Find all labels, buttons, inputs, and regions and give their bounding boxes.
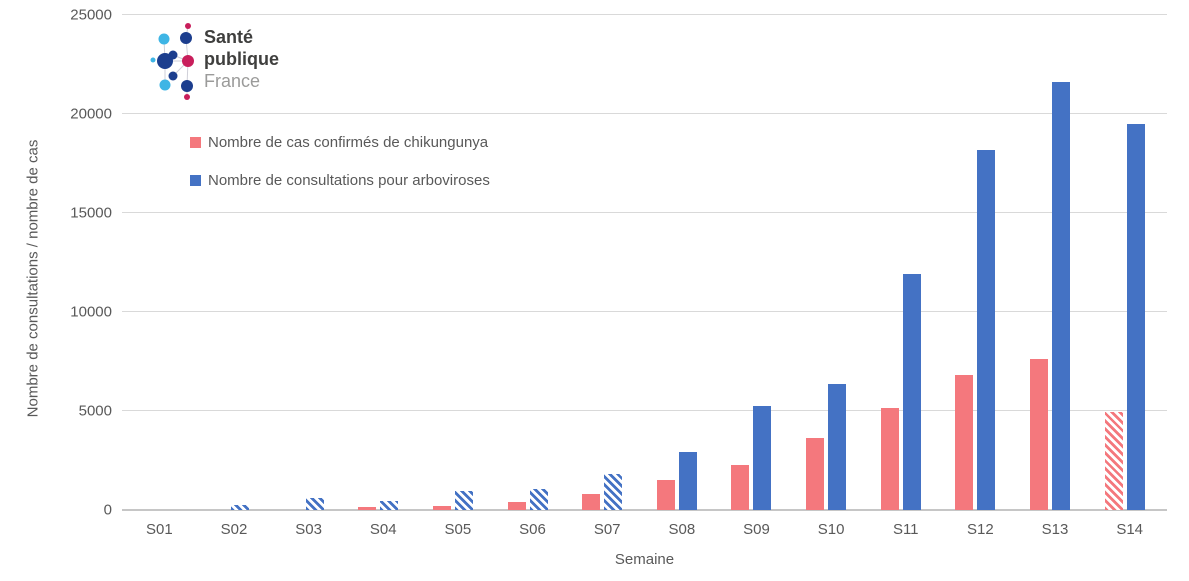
x-tick-label-S14: S14: [1116, 521, 1144, 538]
x-tick-label-S08: S08: [668, 521, 696, 538]
x-tick-label-S03: S03: [295, 521, 322, 538]
bar-blue-S14: [1126, 123, 1145, 510]
x-axis-line: [122, 509, 1167, 511]
x-tick-label-S05: S05: [444, 521, 472, 538]
bar-blue-S12: [977, 149, 996, 510]
bar-blue-S02-hatched: [230, 505, 249, 510]
y-tick-label: 25000: [70, 6, 112, 24]
legend-item-cas-confirmes: Nombre de cas confirmés de chikungunya: [190, 134, 490, 151]
legend-label: Nombre de cas confirmés de chikungunya: [208, 134, 489, 151]
gridline: [122, 14, 1167, 15]
legend-label: Nombre de consultations pour arboviroses: [208, 172, 490, 189]
logo-line1: Santé: [204, 27, 254, 47]
bar-pink-S14-hatched: [1104, 412, 1123, 510]
bar-blue-S10: [828, 384, 847, 510]
x-axis-title: Semaine: [614, 551, 675, 568]
plot-area: [122, 14, 1167, 511]
legend-item-consultations: Nombre de consultations pour arboviroses: [190, 172, 490, 189]
bar-pink-S07: [582, 494, 601, 510]
bar-pink-S05: [432, 506, 451, 510]
bar-pink-S04: [358, 507, 377, 510]
x-tick-label-S04: S04: [369, 521, 397, 538]
x-tick-label-S07: S07: [593, 521, 621, 538]
bar-pink-S08: [656, 480, 675, 510]
legend-swatch-blue: [190, 175, 201, 186]
bar-blue-S07-hatched: [604, 474, 623, 510]
bar-blue-S06-hatched: [529, 489, 548, 510]
x-tick-label-S01: S01: [145, 521, 173, 538]
bar-blue-S08: [678, 451, 697, 510]
x-tick-label-S13: S13: [1041, 521, 1069, 538]
bar-blue-S09: [753, 406, 772, 510]
sante-publique-france-logo: Santé publique France: [148, 18, 398, 110]
bar-pink-S06: [507, 502, 526, 510]
logo-line3: France: [204, 71, 261, 91]
x-tick-label-S06: S06: [519, 521, 546, 538]
legend-swatch-pink: [190, 137, 201, 148]
y-tick-label: 10000: [70, 303, 112, 321]
y-tick-label: 15000: [70, 204, 112, 222]
y-axis-title: Nombre de consultations / nombre de cas: [24, 139, 42, 418]
gridline: [122, 212, 1167, 213]
x-tick-label-S11: S11: [892, 521, 919, 538]
y-tick-label: 20000: [70, 105, 112, 123]
bar-pink-S10: [806, 437, 825, 510]
logo-dots-icon: [150, 23, 194, 100]
gridline: [122, 113, 1167, 114]
bar-blue-S04-hatched: [380, 501, 399, 510]
logo-wordmark: Santé publique France: [204, 26, 279, 92]
x-tick-label-S12: S12: [967, 521, 994, 538]
x-tick-label-S10: S10: [817, 521, 845, 538]
bar-blue-S11: [902, 274, 921, 510]
logo-line2: publique: [204, 49, 279, 69]
bar-pink-S09: [731, 465, 750, 510]
bar-blue-S03-hatched: [305, 498, 324, 510]
bar-blue-S05-hatched: [454, 491, 473, 510]
y-tick-label: 5000: [78, 402, 112, 420]
bar-pink-S11: [880, 408, 899, 510]
gridline: [122, 410, 1167, 411]
x-tick-label-S02: S02: [220, 521, 248, 538]
x-tick-label-S09: S09: [743, 521, 770, 538]
bar-blue-S13: [1052, 82, 1071, 510]
y-tick-label: 0: [103, 501, 112, 519]
bar-pink-S12: [955, 375, 974, 510]
bar-pink-S13: [1030, 358, 1049, 510]
gridline: [122, 311, 1167, 312]
legend: Nombre de cas confirmés de chikungunya N…: [190, 134, 490, 210]
